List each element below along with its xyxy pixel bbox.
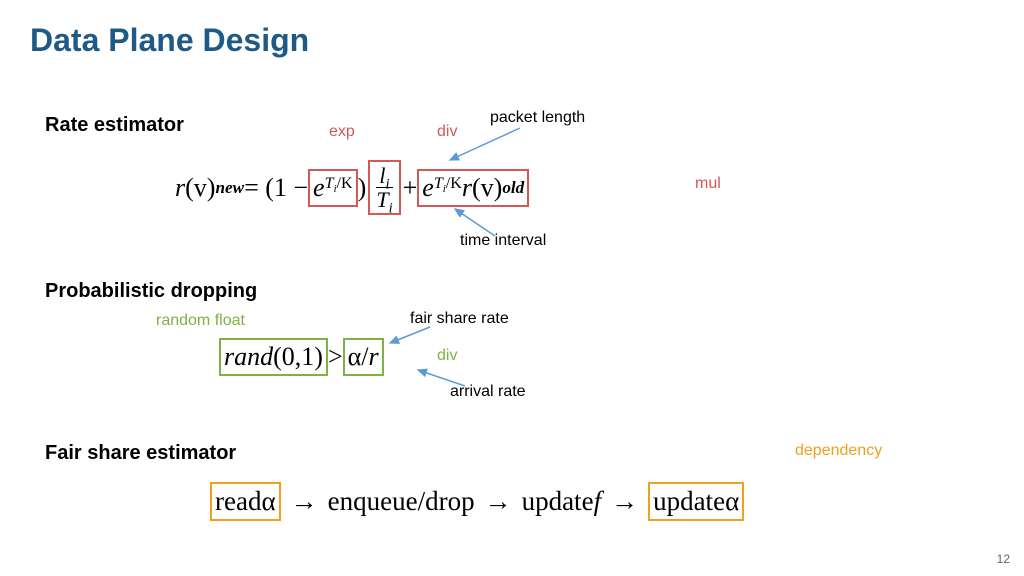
section-probabilistic-dropping: Probabilistic dropping: [45, 280, 257, 303]
eq1-v2: (v): [472, 173, 502, 203]
eq1-equals-open: = (1 −: [244, 173, 308, 203]
annot-time-interval: time interval: [460, 232, 546, 250]
section-rate-estimator: Rate estimator: [45, 114, 184, 137]
pl-update-a-label: update: [653, 486, 725, 517]
equation-probabilistic-dropping: rand(0,1) > α/r: [219, 338, 384, 376]
eq2-box-rand: rand(0,1): [219, 338, 328, 376]
eq1-e1: e: [313, 173, 325, 203]
pipeline-step-update-f: update f: [522, 486, 602, 517]
arrow-icon: →: [281, 486, 328, 517]
pl-f: f: [594, 486, 602, 517]
eq1-sup-k2: /K: [446, 175, 462, 192]
pipeline-step-read-alpha: read α: [210, 482, 281, 521]
eq1-plus: +: [403, 173, 418, 203]
eq2-r: r: [368, 342, 378, 372]
eq2-gt: >: [328, 342, 343, 372]
slide-title: Data Plane Design: [30, 22, 309, 59]
eq1-sup-t1: T: [325, 175, 334, 192]
eq1-frac-t: T: [376, 187, 388, 212]
eq2-box-div: α/r: [343, 338, 384, 376]
pointer-arrow: [450, 128, 520, 160]
eq1-sup-t2: T: [434, 175, 443, 192]
arrow-icon: →: [475, 486, 522, 517]
eq1-frac-t-sub: i: [389, 200, 393, 216]
annot-arrival-rate: arrival rate: [450, 383, 526, 401]
pl-read: read: [215, 486, 261, 517]
pipeline-step-update-alpha: update α: [648, 482, 744, 521]
annot-div-2: div: [437, 347, 457, 365]
eq2-alpha: α: [348, 342, 362, 372]
eq1-e2: e: [422, 173, 434, 203]
page-number: 12: [997, 552, 1010, 566]
annot-exp: exp: [329, 123, 355, 141]
eq1-rparen: ): [358, 173, 367, 203]
equation-rate-estimator: r(v)new = (1 − e Ti/K ) li Ti + e Ti/K r…: [175, 160, 529, 215]
eq1-lhs-r: r: [175, 173, 185, 203]
annot-packet-length: packet length: [490, 109, 585, 127]
eq2-args: (0,1): [273, 342, 323, 372]
annot-dependency: dependency: [795, 442, 882, 460]
annot-random-float: random float: [156, 312, 245, 330]
pl-alpha2: α: [725, 486, 739, 517]
pipeline-fair-share: read α → enqueue/drop → update f → updat…: [210, 482, 744, 521]
pipeline-step-enqueue-drop: enqueue/drop: [328, 486, 475, 517]
eq1-box-mul: e Ti/K r(v)old: [417, 169, 529, 207]
eq1-r2: r: [462, 173, 472, 203]
eq1-sup-k1: /K: [337, 175, 353, 192]
eq1-box-frac: li Ti: [368, 160, 400, 215]
pl-alpha1: α: [261, 486, 275, 517]
section-fair-share-estimator: Fair share estimator: [45, 442, 236, 465]
annot-fair-share-rate: fair share rate: [410, 310, 509, 328]
eq1-lhs-v: (v): [185, 173, 215, 203]
annot-mul: mul: [695, 175, 721, 193]
eq2-slash: /: [361, 342, 368, 372]
eq1-box-exp: e Ti/K: [308, 169, 358, 207]
annot-div-1: div: [437, 123, 457, 141]
pointer-arrow: [390, 327, 430, 343]
pl-update-f-label: update: [522, 486, 594, 517]
eq2-rand: rand: [224, 342, 273, 372]
arrow-icon: →: [601, 486, 648, 517]
